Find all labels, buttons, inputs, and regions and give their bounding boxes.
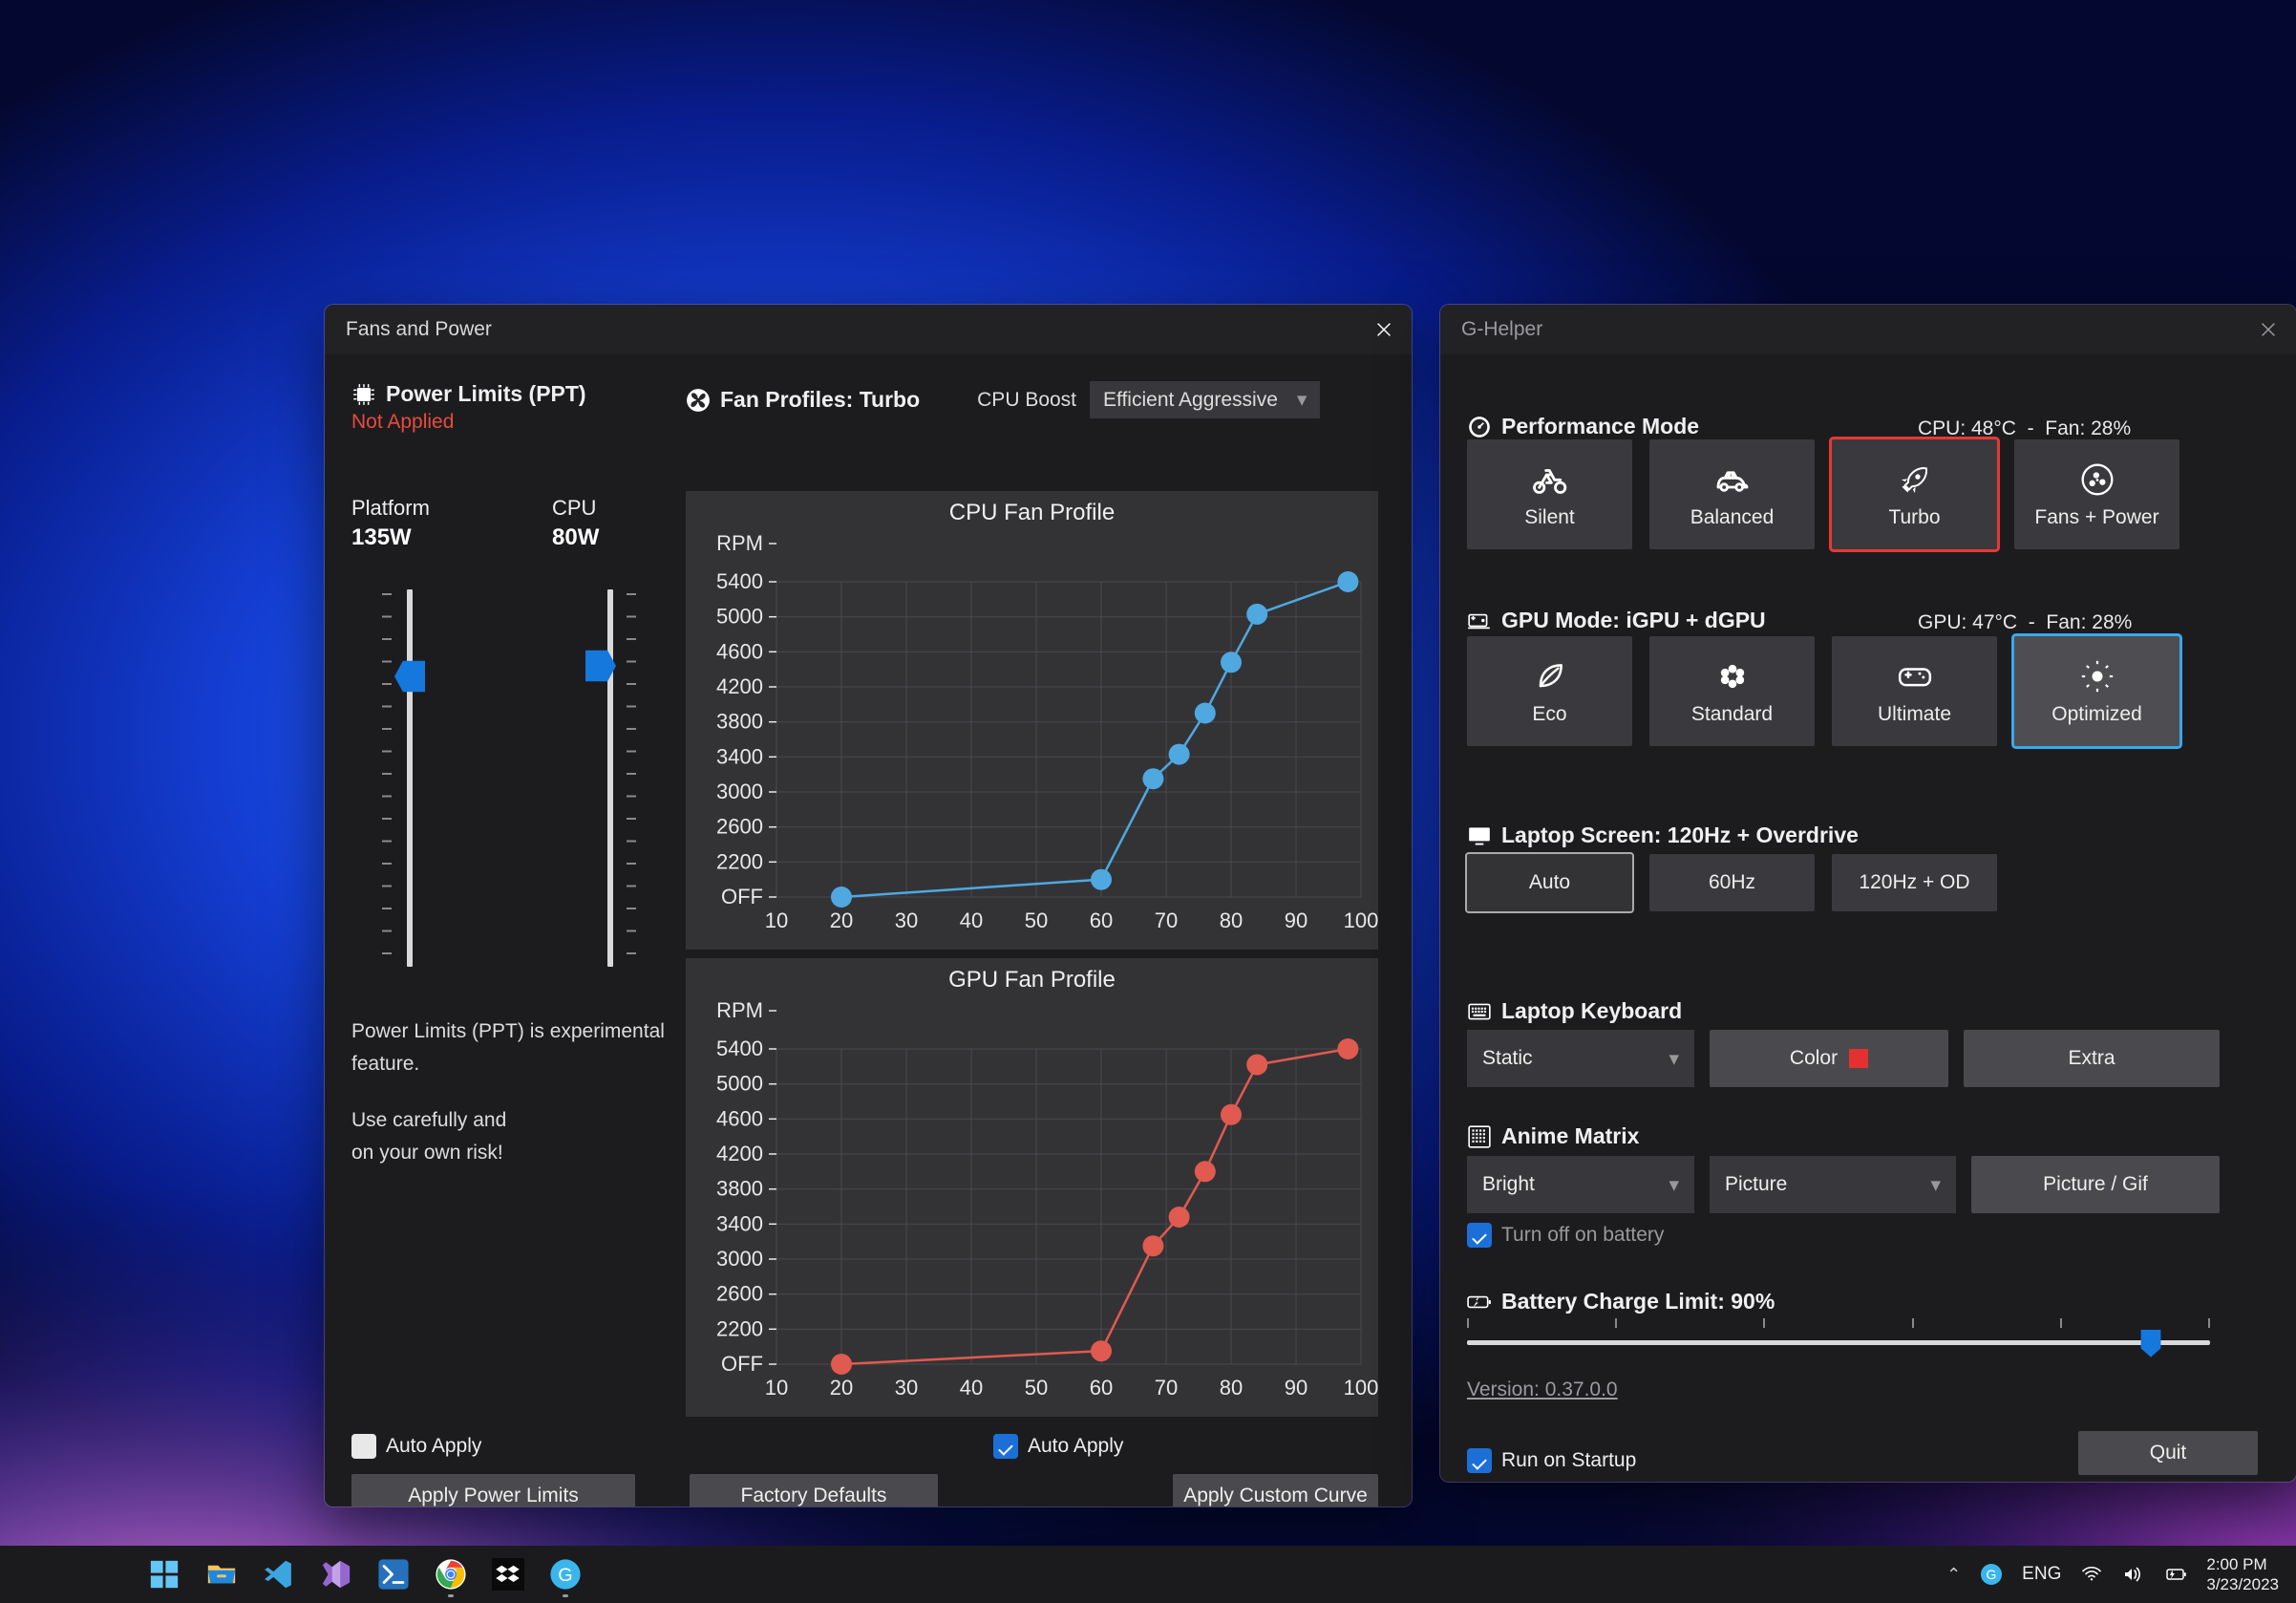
svg-text:GPU Fan Profile: GPU Fan Profile bbox=[948, 967, 1116, 993]
svg-text:3800: 3800 bbox=[716, 1177, 763, 1201]
svg-text:40: 40 bbox=[960, 1376, 983, 1400]
svg-text:5400: 5400 bbox=[716, 569, 763, 593]
svg-text:70: 70 bbox=[1155, 908, 1178, 932]
svg-text:CPU Fan Profile: CPU Fan Profile bbox=[949, 500, 1115, 525]
svg-text:3400: 3400 bbox=[716, 1211, 763, 1235]
svg-text:3800: 3800 bbox=[716, 710, 763, 734]
svg-text:60: 60 bbox=[1090, 908, 1113, 932]
svg-text:RPM: RPM bbox=[716, 998, 763, 1022]
svg-text:G: G bbox=[1987, 1567, 1997, 1582]
svg-text:OFF: OFF bbox=[721, 885, 763, 908]
svg-text:90: 90 bbox=[1285, 908, 1307, 932]
svg-text:4600: 4600 bbox=[716, 1106, 763, 1130]
svg-text:3000: 3000 bbox=[716, 1247, 763, 1271]
svg-text:80: 80 bbox=[1220, 1376, 1243, 1400]
svg-text:4600: 4600 bbox=[716, 639, 763, 663]
svg-text:70: 70 bbox=[1155, 1376, 1178, 1400]
svg-text:50: 50 bbox=[1025, 1376, 1048, 1400]
svg-text:2200: 2200 bbox=[716, 1316, 763, 1340]
svg-text:60: 60 bbox=[1090, 1376, 1113, 1400]
svg-text:5400: 5400 bbox=[716, 1037, 763, 1060]
svg-text:5000: 5000 bbox=[716, 605, 763, 629]
svg-text:3400: 3400 bbox=[716, 744, 763, 768]
svg-text:2600: 2600 bbox=[716, 1282, 763, 1306]
svg-text:4200: 4200 bbox=[716, 1142, 763, 1165]
svg-text:50: 50 bbox=[1025, 908, 1048, 932]
svg-text:2600: 2600 bbox=[716, 815, 763, 839]
svg-text:10: 10 bbox=[765, 1376, 788, 1400]
svg-text:100: 100 bbox=[1344, 908, 1378, 932]
svg-text:5000: 5000 bbox=[716, 1072, 763, 1096]
svg-text:4200: 4200 bbox=[716, 674, 763, 698]
svg-text:2200: 2200 bbox=[716, 849, 763, 873]
svg-text:20: 20 bbox=[830, 1376, 853, 1400]
svg-text:80: 80 bbox=[1220, 908, 1243, 932]
svg-text:G: G bbox=[558, 1565, 572, 1586]
svg-text:30: 30 bbox=[895, 908, 918, 932]
svg-text:40: 40 bbox=[960, 908, 983, 932]
svg-text:10: 10 bbox=[765, 908, 788, 932]
svg-text:30: 30 bbox=[895, 1376, 918, 1400]
svg-text:90: 90 bbox=[1285, 1376, 1307, 1400]
svg-text:OFF: OFF bbox=[721, 1352, 763, 1376]
svg-text:20: 20 bbox=[830, 908, 853, 932]
svg-text:RPM: RPM bbox=[716, 531, 763, 555]
svg-text:3000: 3000 bbox=[716, 780, 763, 803]
svg-text:100: 100 bbox=[1344, 1376, 1378, 1400]
